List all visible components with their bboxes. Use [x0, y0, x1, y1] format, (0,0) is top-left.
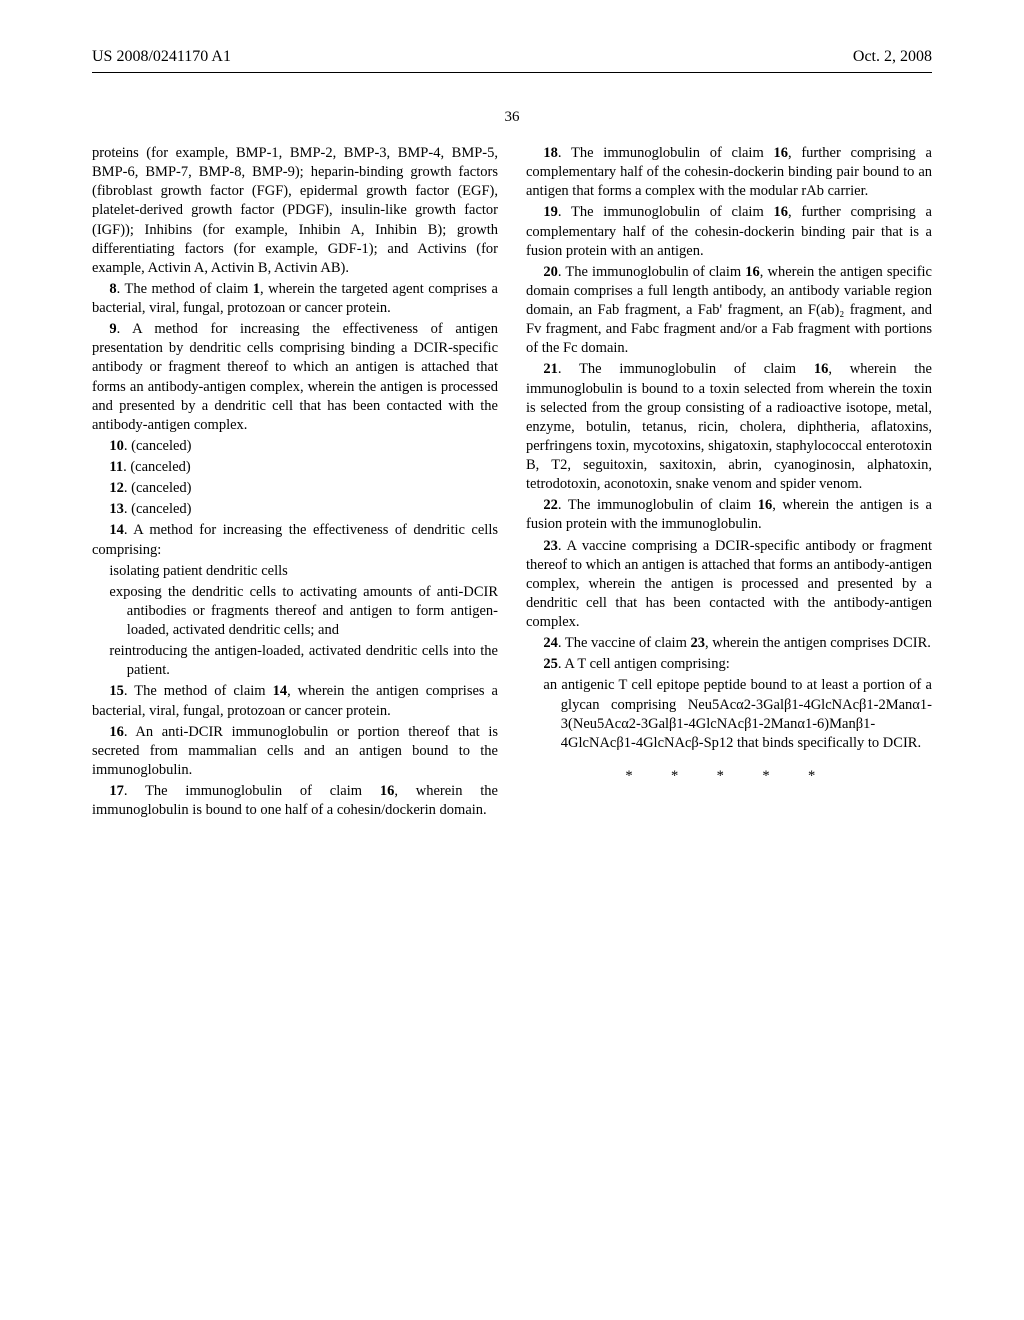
- claim-25: 25. A T cell antigen comprising:: [526, 655, 932, 674]
- publication-number: US 2008/0241170 A1: [92, 48, 231, 66]
- claim-24: 24. The vaccine of claim 23, wherein the…: [526, 634, 932, 653]
- claim-9: 9. A method for increasing the effective…: [92, 320, 498, 435]
- claim-ref: 23: [690, 635, 705, 651]
- claim-ref: 16: [773, 145, 788, 161]
- claim-21: 21. The immunoglobulin of claim 16, wher…: [526, 360, 932, 494]
- claim-16: 16. An anti-DCIR immunoglobulin or porti…: [92, 723, 498, 780]
- claim-14-step-1: isolating patient dendritic cells: [92, 562, 498, 581]
- claim-18: 18. The immunoglobulin of claim 16, furt…: [526, 144, 932, 201]
- claim-ref: 16: [814, 361, 829, 377]
- header-divider: [92, 72, 932, 73]
- claim-25-step-1: an antigenic T cell epitope peptide boun…: [526, 676, 932, 753]
- claim-22: 22. The immunoglobulin of claim 16, wher…: [526, 496, 932, 534]
- claim-23: 23. A vaccine comprising a DCIR-specific…: [526, 537, 932, 633]
- claim-number: 25: [543, 656, 558, 672]
- claim-11: 11. (canceled): [92, 458, 498, 477]
- claim-number: 9: [109, 321, 116, 337]
- claim-ref: 16: [745, 264, 760, 280]
- continuation-paragraph: proteins (for example, BMP-1, BMP-2, BMP…: [92, 144, 498, 278]
- claim-14-step-2: exposing the dendritic cells to activati…: [92, 583, 498, 640]
- claim-number: 22: [543, 497, 558, 513]
- claim-number: 17: [109, 783, 124, 799]
- claim-number: 8: [109, 281, 116, 297]
- end-marker: * * * * *: [526, 767, 932, 786]
- claim-number: 10: [109, 438, 124, 454]
- claim-20: 20. The immunoglobulin of claim 16, wher…: [526, 263, 932, 359]
- claim-number: 14: [109, 522, 124, 538]
- claim-number: 16: [109, 724, 124, 740]
- claim-ref: 16: [773, 204, 788, 220]
- claim-19: 19. The immunoglobulin of claim 16, furt…: [526, 203, 932, 260]
- claim-14: 14. A method for increasing the effectiv…: [92, 521, 498, 559]
- claim-ref: 16: [380, 783, 395, 799]
- claim-number: 12: [109, 480, 124, 496]
- claim-number: 18: [543, 145, 558, 161]
- claim-15: 15. The method of claim 14, wherein the …: [92, 682, 498, 720]
- claim-number: 11: [109, 459, 123, 475]
- claim-number: 19: [543, 204, 558, 220]
- claim-13: 13. (canceled): [92, 500, 498, 519]
- page-number: 36: [92, 109, 932, 126]
- page-header: US 2008/0241170 A1 Oct. 2, 2008: [92, 48, 932, 66]
- claim-10: 10. (canceled): [92, 437, 498, 456]
- claim-ref: 14: [273, 683, 288, 699]
- claim-number: 15: [109, 683, 124, 699]
- claim-17: 17. The immunoglobulin of claim 16, wher…: [92, 782, 498, 820]
- publication-date: Oct. 2, 2008: [853, 48, 932, 66]
- claim-number: 20: [543, 264, 558, 280]
- claim-12: 12. (canceled): [92, 479, 498, 498]
- claim-number: 23: [543, 538, 558, 554]
- claim-8: 8. The method of claim 1, wherein the ta…: [92, 280, 498, 318]
- page: US 2008/0241170 A1 Oct. 2, 2008 36 prote…: [0, 0, 1024, 880]
- claim-number: 24: [543, 635, 558, 651]
- claim-ref: 16: [758, 497, 773, 513]
- claim-number: 13: [109, 501, 124, 517]
- claim-ref: 1: [253, 281, 260, 297]
- body-columns: proteins (for example, BMP-1, BMP-2, BMP…: [92, 144, 932, 820]
- claim-14-step-3: reintroducing the antigen-loaded, activa…: [92, 642, 498, 680]
- claim-number: 21: [543, 361, 558, 377]
